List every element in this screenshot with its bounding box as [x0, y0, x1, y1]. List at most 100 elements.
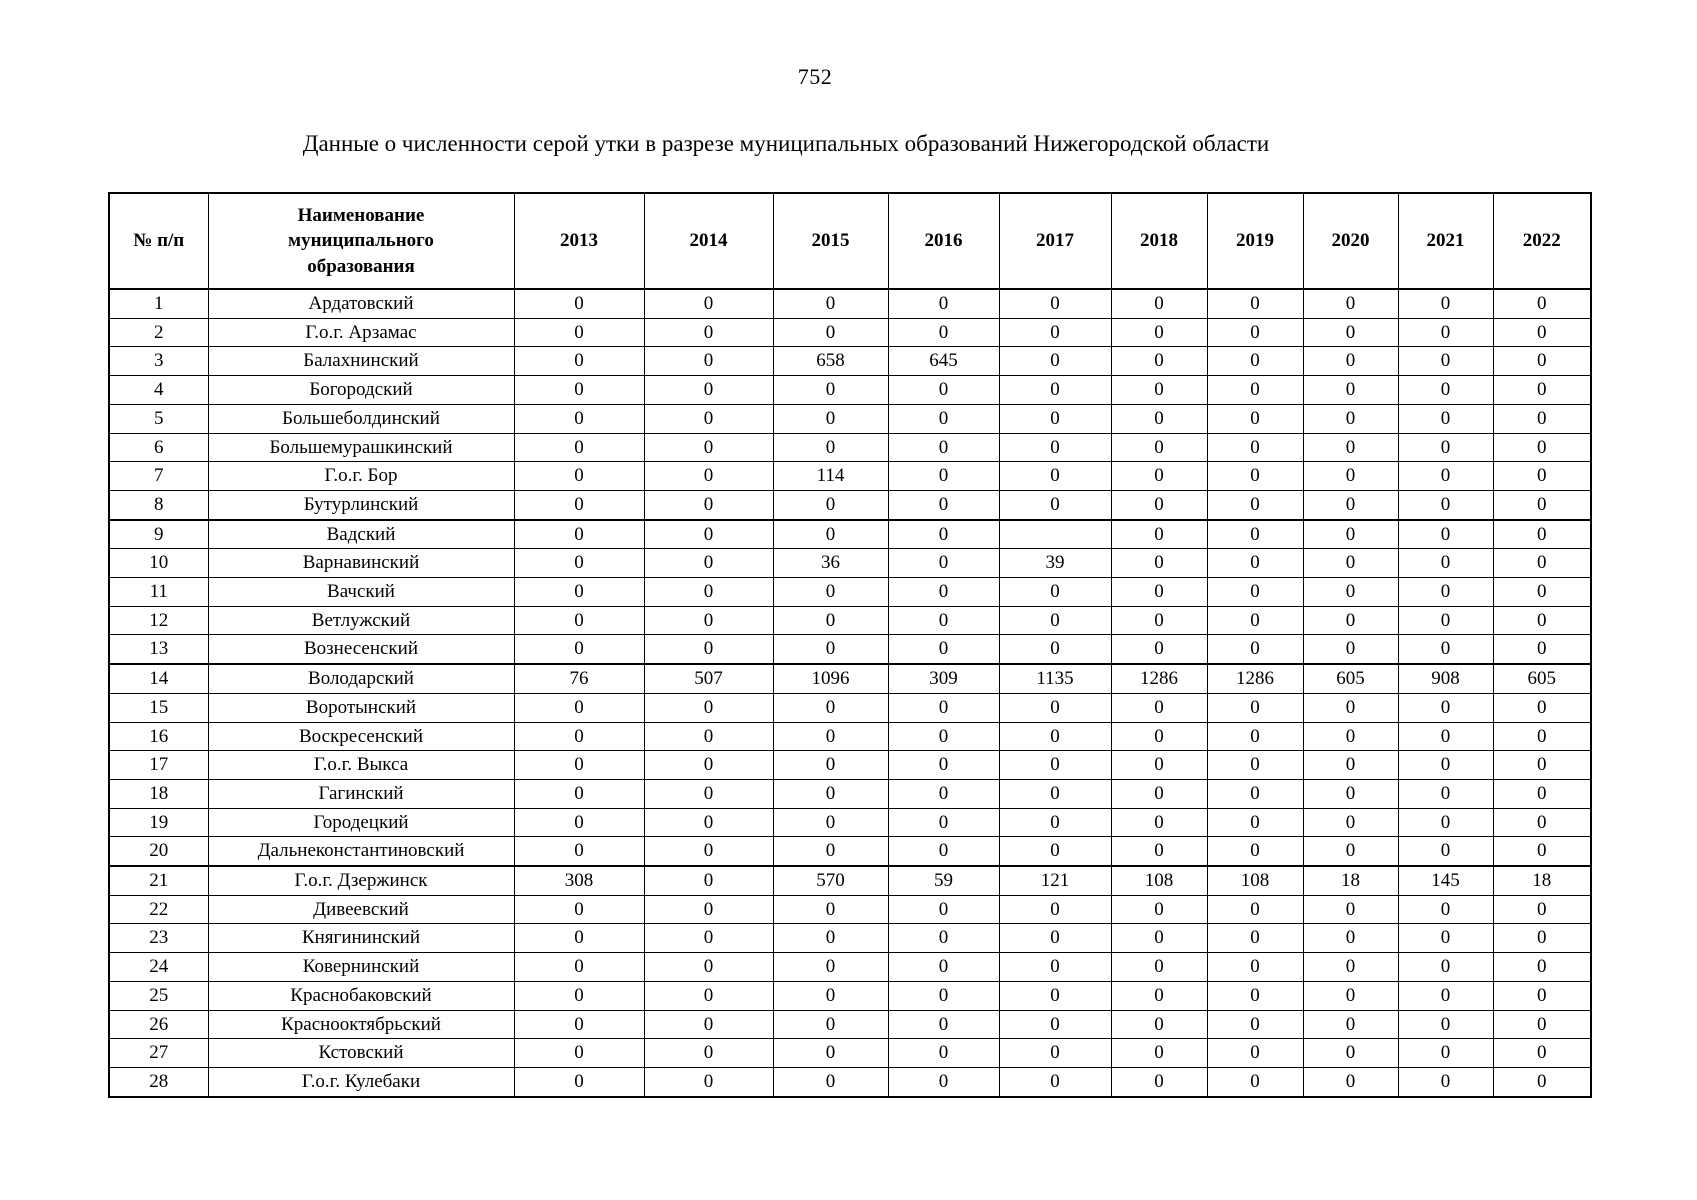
year-value: 0 [1397, 461, 1494, 491]
year-value: 0 [1206, 1009, 1304, 1040]
year-value: 0 [1110, 605, 1208, 636]
year-value: 0 [998, 403, 1112, 434]
year-value: 0 [887, 461, 1000, 491]
municipality-name: Балахнинский [207, 346, 515, 377]
row-number: 12 [108, 605, 209, 636]
year-value: 0 [772, 634, 889, 665]
year-value: 0 [998, 375, 1112, 405]
year-value: 0 [643, 375, 774, 405]
year-value: 0 [643, 461, 774, 491]
year-value: 0 [1302, 1066, 1399, 1098]
year-value: 0 [1397, 288, 1494, 319]
row-number: 17 [108, 750, 209, 780]
year-value: 0 [998, 1009, 1112, 1040]
year-value: 0 [1492, 692, 1592, 723]
year-value: 0 [998, 750, 1112, 780]
year-value: 0 [643, 518, 774, 550]
year-value: 0 [1302, 1038, 1399, 1068]
year-value: 0 [1302, 317, 1399, 348]
year-value: 0 [887, 952, 1000, 982]
municipality-name: Городецкий [207, 807, 515, 838]
year-value: 0 [643, 865, 774, 896]
row-number: 11 [108, 577, 209, 607]
year-value: 605 [1302, 663, 1399, 694]
year-value: 0 [998, 778, 1112, 809]
year-value: 0 [513, 692, 645, 723]
col-header-municipality-label: Наименование муниципального образования [288, 204, 434, 277]
year-value: 0 [513, 548, 645, 579]
year-value: 0 [513, 461, 645, 491]
table-row: 21 Г.о.г. Дзержинск 308 0 570 59 121 108 108 18 14… [108, 865, 1592, 896]
year-value: 0 [772, 375, 889, 405]
row-number: 28 [108, 1066, 209, 1098]
municipality-name: Воскресенский [207, 721, 515, 752]
year-value: 0 [1206, 432, 1304, 463]
year-value: 0 [1492, 952, 1592, 982]
year-value: 0 [513, 577, 645, 607]
year-value: 0 [1206, 518, 1304, 550]
year-value: 0 [1110, 461, 1208, 491]
year-value: 0 [1397, 375, 1494, 405]
year-value: 0 [1492, 750, 1592, 780]
table-header-row: № п/п Наименование муниципального образо… [108, 192, 1592, 290]
table-row: 1 Ардатовский 0 0 0 0 0 0 0 0 0 0 [108, 288, 1592, 319]
table-row: 15 Воротынский 0 0 0 0 0 0 0 0 0 0 [108, 692, 1592, 723]
year-value: 0 [772, 923, 889, 954]
year-value: 0 [1302, 518, 1399, 550]
year-value: 0 [1492, 518, 1592, 550]
table-body: 1 Ардатовский 0 0 0 0 0 0 0 0 0 0 2 Г.о.г. Арзамас 0 0 0… [108, 288, 1592, 1098]
row-number: 20 [108, 836, 209, 867]
year-value: 0 [1302, 952, 1399, 982]
year-value: 0 [643, 605, 774, 636]
table-row: 24 Ковернинский 0 0 0 0 0 0 0 0 0 0 [108, 952, 1592, 982]
year-value: 0 [998, 721, 1112, 752]
year-value: 76 [513, 663, 645, 694]
row-number: 26 [108, 1009, 209, 1040]
year-value: 0 [1492, 403, 1592, 434]
data-table: № п/п Наименование муниципального образо… [108, 192, 1592, 1098]
year-value: 0 [1110, 346, 1208, 377]
year-value: 0 [772, 952, 889, 982]
year-value: 0 [1110, 577, 1208, 607]
year-value: 0 [1397, 923, 1494, 954]
year-value: 308 [513, 865, 645, 896]
year-value: 0 [513, 952, 645, 982]
municipality-name: Вачский [207, 577, 515, 607]
year-value: 0 [1397, 346, 1494, 377]
municipality-name: Г.о.г. Выкса [207, 750, 515, 780]
year-value: 570 [772, 865, 889, 896]
year-value: 0 [1397, 403, 1494, 434]
year-value: 0 [998, 952, 1112, 982]
year-value: 0 [1397, 432, 1494, 463]
year-value: 0 [513, 807, 645, 838]
year-value: 0 [887, 721, 1000, 752]
year-value: 0 [1397, 980, 1494, 1011]
year-value: 0 [772, 894, 889, 925]
col-header-year: 2015 [772, 192, 889, 290]
year-value: 0 [1302, 375, 1399, 405]
year-value: 0 [1492, 778, 1592, 809]
municipality-name: Володарский [207, 663, 515, 694]
year-value: 0 [772, 577, 889, 607]
year-value: 507 [643, 663, 774, 694]
row-number: 25 [108, 980, 209, 1011]
year-value: 0 [1397, 489, 1494, 521]
municipality-name: Г.о.г. Арзамас [207, 317, 515, 348]
row-number: 6 [108, 432, 209, 463]
table-row: 3 Балахнинский 0 0 658 645 0 0 0 0 0 0 [108, 346, 1592, 377]
year-value: 1286 [1110, 663, 1208, 694]
year-value: 0 [887, 634, 1000, 665]
municipality-name: Воротынский [207, 692, 515, 723]
year-value: 0 [1110, 432, 1208, 463]
year-value: 0 [772, 778, 889, 809]
municipality-name: Г.о.г. Кулебаки [207, 1066, 515, 1098]
col-header-year: 2019 [1206, 192, 1304, 290]
year-value: 0 [1302, 605, 1399, 636]
col-header-year: 2013 [513, 192, 645, 290]
municipality-name: Большеболдинский [207, 403, 515, 434]
year-value: 0 [1110, 923, 1208, 954]
municipality-name: Богородский [207, 375, 515, 405]
year-value: 0 [1110, 952, 1208, 982]
year-value: 0 [1206, 807, 1304, 838]
year-value: 0 [887, 489, 1000, 521]
